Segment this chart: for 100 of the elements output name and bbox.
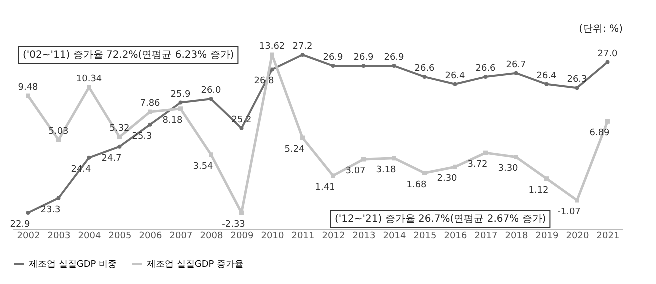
- point: [484, 75, 488, 80]
- data-label: 1.41: [315, 182, 336, 193]
- point: [118, 144, 122, 149]
- data-label: 13.62: [259, 42, 286, 52]
- data-label: 5.24: [284, 145, 306, 156]
- data-label: 26.9: [384, 53, 405, 64]
- point: [606, 60, 610, 64]
- point: [270, 52, 274, 58]
- data-label: 26.4: [445, 71, 466, 82]
- x-tick-label: 2016: [444, 232, 468, 242]
- point: [331, 174, 336, 178]
- text: ('12~'21) 증가율 26.7%(연평균 2.67% 증가): [335, 214, 546, 225]
- x-tick-label: 2015: [414, 232, 437, 242]
- data-label: 9.48: [18, 83, 39, 94]
- data-label: 22.9: [10, 220, 31, 230]
- point: [544, 176, 549, 182]
- data-label: 3.72: [468, 160, 488, 170]
- point: [392, 156, 396, 161]
- point: [362, 157, 366, 162]
- point: [26, 94, 30, 98]
- data-label: 26.3: [567, 75, 588, 86]
- data-label: 26.6: [476, 64, 496, 74]
- annotation: ('02~'11) 증가율 72.2%(연평균 6.23% 증가): [23, 50, 234, 61]
- x-tick-label: 2008: [200, 232, 224, 242]
- data-label: 26.7: [506, 60, 526, 70]
- data-label: 1.68: [406, 180, 428, 190]
- point: [300, 53, 305, 57]
- x-tick-label: 2019: [536, 232, 559, 242]
- data-label: 26.9: [323, 53, 344, 64]
- data-label: 26.4: [536, 71, 558, 82]
- legend-label: 제조업 실질GDP 비중: [29, 260, 118, 270]
- text: (단위: %): [579, 24, 624, 35]
- x-tick-label: 2006: [139, 232, 162, 242]
- data-label: 26.6: [414, 64, 436, 74]
- data-label: 3.30: [498, 164, 519, 174]
- point: [178, 100, 183, 105]
- data-label: 3.54: [193, 162, 214, 172]
- data-label: 25.9: [170, 90, 192, 100]
- x-tick-label: 2011: [292, 232, 315, 242]
- point: [26, 211, 30, 215]
- x-tick-label: 2005: [108, 232, 132, 242]
- data-label: 5.03: [48, 127, 69, 138]
- x-tick-label: 2003: [48, 232, 71, 242]
- x-tick-label: 2020: [566, 232, 590, 242]
- x-tick-label: 2013: [352, 232, 376, 242]
- point: [270, 68, 274, 72]
- x-tick-label: 2002: [17, 232, 40, 242]
- point: [453, 164, 458, 170]
- point: [148, 122, 152, 127]
- data-label: 27.0: [598, 49, 618, 60]
- point: [87, 156, 92, 160]
- point: [209, 152, 214, 158]
- data-label: -2.33: [222, 220, 246, 230]
- data-label: 5.32: [110, 124, 130, 134]
- point: [606, 119, 610, 124]
- x-tick-label: 2017: [474, 232, 498, 242]
- point: [300, 136, 305, 140]
- x-tick-label: 2010: [261, 232, 284, 242]
- data-label: 3.18: [376, 165, 397, 176]
- x-tick-label: 2004: [78, 232, 102, 242]
- point: [362, 64, 366, 68]
- point: [453, 82, 458, 86]
- data-label: 7.86: [140, 99, 161, 110]
- data-label: 2.30: [437, 174, 458, 184]
- data-label: 8.18: [162, 116, 184, 126]
- point: [148, 110, 152, 114]
- data-label: 27.2: [292, 42, 313, 52]
- point: [56, 196, 61, 200]
- point: [118, 134, 122, 140]
- point: [209, 97, 214, 102]
- point: [240, 126, 244, 130]
- point: [514, 71, 518, 76]
- point: [422, 75, 427, 80]
- point: [575, 86, 580, 90]
- point: [178, 106, 183, 112]
- data-label: 1.12: [528, 186, 549, 196]
- data-label: 23.3: [40, 205, 61, 216]
- point: [331, 64, 336, 68]
- data-label: 25.3: [132, 132, 152, 142]
- data-label: 26.0: [201, 86, 222, 96]
- data-label: -1.07: [558, 208, 581, 218]
- x-tick-label: 2009: [230, 232, 254, 242]
- data-label: 26.9: [354, 53, 374, 64]
- point: [392, 64, 396, 68]
- x-tick-label: 2012: [322, 232, 346, 242]
- x-tick-label: 2007: [170, 232, 193, 242]
- data-label: 10.34: [76, 74, 102, 84]
- x-tick-label: 2014: [383, 232, 406, 242]
- point: [514, 154, 518, 160]
- data-label: 26.8: [254, 76, 275, 87]
- data-label: 24.7: [102, 154, 122, 164]
- point: [484, 150, 488, 156]
- data-label: 3.07: [346, 166, 366, 177]
- point: [544, 82, 549, 86]
- point: [422, 171, 427, 176]
- x-tick-label: 2021: [596, 232, 620, 242]
- x-tick-label: 2018: [505, 232, 528, 242]
- legend-label: 제조업 실질GDP 증가율: [147, 260, 244, 270]
- point: [240, 210, 244, 216]
- data-label: 6.89: [590, 128, 610, 139]
